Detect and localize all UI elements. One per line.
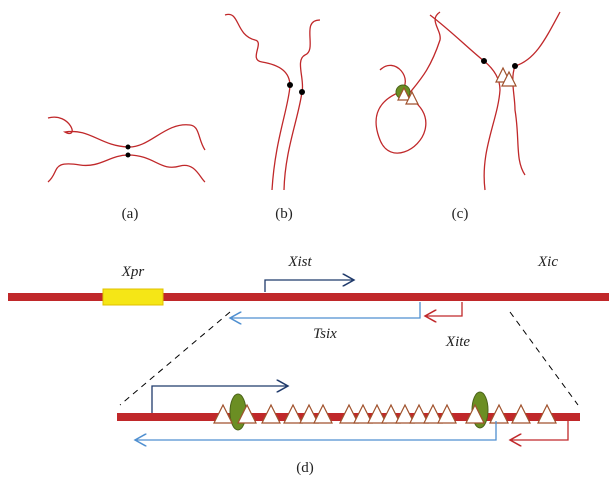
- tsix-arrow: [135, 421, 496, 440]
- panel-label: (c): [452, 206, 469, 222]
- zoom-line: [510, 312, 578, 405]
- gene-label: Tsix: [313, 326, 337, 342]
- gene-label: Xist: [287, 254, 312, 270]
- xist-arrow: [265, 280, 354, 292]
- gene-label: Xite: [445, 334, 470, 350]
- gene-label: Xic: [537, 254, 558, 270]
- xite-arrow: [425, 302, 462, 316]
- figure: (a) (b) (c) Xpr Xist Xic Tsix Xite (d): [0, 0, 609, 488]
- panel-label: (d): [296, 460, 314, 476]
- tsix-arrow: [230, 302, 420, 318]
- xite-arrow: [510, 421, 568, 440]
- panel-c: [376, 12, 560, 190]
- panel-label: (b): [275, 206, 293, 222]
- panel-a: [48, 117, 205, 182]
- panel-b: [225, 14, 320, 190]
- panel-label: (a): [122, 206, 139, 222]
- xpr-region: [103, 289, 163, 305]
- gene-label: Xpr: [121, 264, 145, 280]
- chromosome-bar: [8, 293, 609, 301]
- xist-arrow: [152, 386, 288, 413]
- zoom-line: [120, 312, 230, 405]
